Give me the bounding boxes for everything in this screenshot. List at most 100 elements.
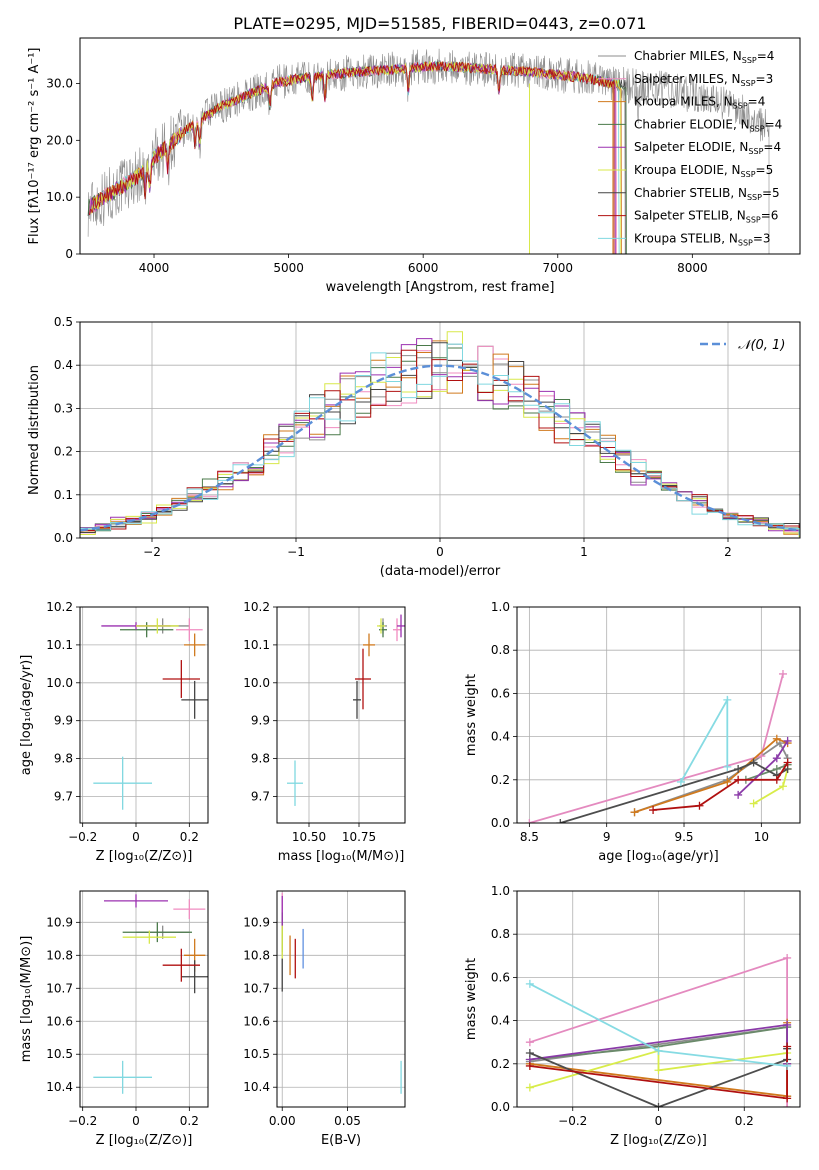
mass-vs-ebv-panel: 0.00 0.05 10.4 10.5 10.6 10.7 10.8 10.9 E(B-V) [243,890,406,1148]
weight-marker [654,1066,663,1075]
weight-marker [783,953,792,962]
y-tick-label: 9.8 [54,752,73,766]
y-tick-label: 10.5 [243,1047,270,1061]
y-axis-label: mass weight [464,674,479,756]
y-axis-label: mass [log₁₀(M/M⊙)] [19,936,34,1063]
x-tick-label: 9.5 [674,830,693,844]
y-tick-label: 10.4 [243,1080,270,1094]
y-tick-label: 10.0 [46,190,73,204]
weight-marker [783,1103,792,1107]
x-tick-label: 8.5 [520,830,539,844]
weight-marker [749,758,758,767]
axes-frame [516,890,801,1108]
weight-marker [734,775,743,784]
y-tick-label: 1.0 [491,884,510,898]
histogram-series [80,349,800,538]
y-tick-label: 10.5 [46,1047,73,1061]
y-tick-label: 0.4 [491,1014,510,1028]
axes-frame [79,37,801,255]
weight-marker [772,775,781,784]
x-axis-label: (data-model)/error [380,564,501,579]
y-tick-label: 0.1 [54,488,73,502]
y-tick-label: 10.9 [46,915,73,929]
x-axis-label: Z [log₁₀(Z/Z⊙)] [610,1133,707,1148]
age-vs-metallicity-panel: −0.2 0 0.2 9.7 9.8 9.9 10.0 10.1 10.2 Z [log₁₀(Z/… [19,600,209,864]
y-tick-label: 10.0 [243,676,270,690]
weight-marker [783,1020,792,1029]
x-axis-label: mass [log₁₀(M/M⊙)] [278,849,405,864]
y-tick-label: 10.7 [243,981,270,995]
weight-series-line [680,696,729,783]
data-point-errorbar [162,660,200,698]
weight-marker [649,806,658,815]
y-tick-label: 10.9 [243,915,270,929]
y-tick-label: 0.4 [491,730,510,744]
x-tick-label: 7000 [542,261,573,275]
x-tick-label: 0.2 [180,1114,199,1128]
y-tick-label: 10.1 [46,638,73,652]
y-tick-label: 9.7 [251,789,270,803]
data-point-errorbar [136,618,179,634]
legend-label: Kroupa ELODIE, NSSP=5 [634,163,773,179]
legend-label: Chabrier STELIB, NSSP=5 [634,186,780,202]
weight-marker [783,1094,792,1103]
weight-marker [525,1038,534,1047]
y-tick-label: 10.7 [46,981,73,995]
x-tick-label: 10 [754,830,769,844]
weight-marker [783,736,792,745]
weight-marker [734,790,743,799]
data-point-errorbar [184,633,206,657]
weight-marker [723,777,732,786]
data-point-errorbar [353,680,361,719]
y-axis-label: age [log₁₀(age/yr)] [19,655,34,776]
y-tick-label: 0.4 [54,358,73,372]
y-tick-label: 20.0 [46,133,73,147]
weight-marker [654,1046,663,1055]
y-tick-label: 9.7 [54,789,73,803]
spectrum-series-line [87,48,770,254]
y-tick-label: 0.8 [491,927,510,941]
axes-frame [276,606,406,824]
figure-title: PLATE=0295, MJD=51585, FIBERID=0443, z=0… [233,14,646,33]
legend-label: Chabrier ELODIE, NSSP=4 [634,117,782,133]
weight-marker [778,782,787,791]
weight-series-line [529,673,784,823]
age-vs-mass-panel: 10.50 10.75 9.7 9.8 9.9 10.0 10.1 10.2 mass [log… [243,600,406,864]
x-tick-label: 0.2 [735,1114,754,1128]
weight-marker [783,758,792,767]
weight-marker [772,734,781,743]
data-point-errorbar [93,1060,152,1094]
legend-label: Kroupa STELIB, NSSP=3 [634,231,771,247]
y-tick-label: 10.0 [46,676,73,690]
x-tick-label: 10.50 [292,830,326,844]
y-tick-label: 10.1 [243,638,270,652]
weight-marker [734,765,743,773]
x-tick-label: 10.75 [342,830,376,844]
y-tick-label: 10.8 [243,948,270,962]
x-tick-label: 8000 [677,261,708,275]
weight-marker [654,1103,663,1107]
y-tick-label: 9.9 [251,714,270,728]
x-tick-label: 4000 [139,261,170,275]
y-tick-label: 0.8 [491,643,510,657]
data-point-errorbar [162,948,200,982]
y-tick-label: 0.6 [491,686,510,700]
axes-frame [276,890,406,1108]
weight-marker [556,819,565,823]
mass-vs-metallicity-panel: −0.2 0 0.2 10.4 10.5 10.6 10.7 10.8 10.9 Z [log₁₀… [19,890,209,1148]
weight-marker [525,1061,534,1070]
legend-label: Salpeter ELODIE, NSSP=4 [634,140,781,156]
y-axis-label: Normed distribution [27,365,42,495]
weight-marker [723,695,732,704]
x-tick-label: 0 [132,830,140,844]
y-axis-label: mass weight [464,958,479,1040]
x-tick-label: −0.2 [68,1114,97,1128]
weight-marker [630,808,639,817]
data-point-errorbar [181,680,208,719]
x-tick-label: 1 [580,545,588,559]
legend-label: Chabrier MILES, NSSP=4 [634,49,774,65]
data-point-errorbar [120,622,174,638]
data-point-errorbar [393,618,401,642]
legend-label: Salpeter MILES, NSSP=3 [634,72,773,88]
data-point-errorbar [122,930,176,944]
